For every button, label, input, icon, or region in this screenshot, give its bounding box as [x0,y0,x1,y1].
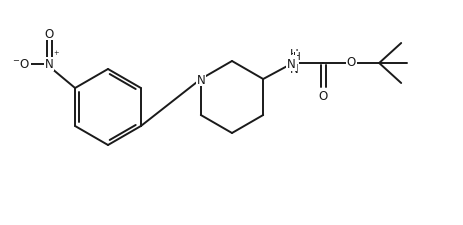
Text: N: N [44,58,53,71]
Text: $^{+}$: $^{+}$ [53,50,60,60]
Text: N: N [196,73,205,86]
Text: O: O [44,27,54,40]
Text: $^{-}$O: $^{-}$O [12,58,30,71]
Text: O: O [346,55,355,68]
Text: N: N [286,57,295,70]
Text: H: H [293,52,300,62]
Text: O: O [318,89,327,102]
Text: H
N: H N [289,48,298,76]
